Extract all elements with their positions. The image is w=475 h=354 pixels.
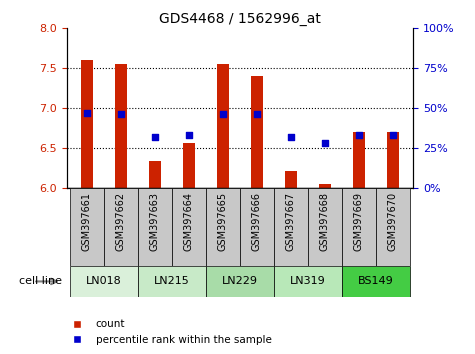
- Bar: [274, 266, 342, 297]
- Bar: [353, 132, 365, 188]
- Bar: [70, 266, 138, 297]
- Point: [389, 132, 397, 138]
- Point: [219, 112, 227, 117]
- Point: [355, 132, 362, 138]
- Bar: [251, 76, 263, 188]
- Text: GSM397666: GSM397666: [252, 192, 262, 251]
- Text: cell line: cell line: [19, 276, 62, 286]
- Bar: [172, 188, 206, 266]
- Text: GSM397670: GSM397670: [388, 192, 398, 251]
- Bar: [342, 188, 376, 266]
- Text: GSM397667: GSM397667: [286, 192, 296, 251]
- Bar: [217, 64, 229, 188]
- Text: LN319: LN319: [290, 276, 326, 286]
- Bar: [183, 143, 195, 188]
- Bar: [376, 188, 410, 266]
- Bar: [104, 188, 138, 266]
- Legend: count, percentile rank within the sample: count, percentile rank within the sample: [62, 315, 276, 349]
- Point: [287, 134, 294, 139]
- Text: BS149: BS149: [358, 276, 394, 286]
- Text: GSM397669: GSM397669: [354, 192, 364, 251]
- Text: GSM397663: GSM397663: [150, 192, 160, 251]
- Point: [321, 140, 329, 146]
- Bar: [206, 266, 274, 297]
- Text: GSM397665: GSM397665: [218, 192, 228, 251]
- Text: LN215: LN215: [154, 276, 190, 286]
- Bar: [342, 266, 410, 297]
- Text: LN018: LN018: [86, 276, 122, 286]
- Point: [253, 112, 261, 117]
- Bar: [274, 188, 308, 266]
- Text: GSM397661: GSM397661: [82, 192, 92, 251]
- Text: LN229: LN229: [222, 276, 258, 286]
- Bar: [387, 132, 399, 188]
- Text: GSM397664: GSM397664: [184, 192, 194, 251]
- Bar: [81, 60, 93, 188]
- Point: [185, 132, 193, 138]
- Bar: [240, 188, 274, 266]
- Point: [151, 134, 159, 139]
- Text: GSM397662: GSM397662: [116, 192, 126, 251]
- Bar: [115, 64, 127, 188]
- Bar: [138, 188, 172, 266]
- Point: [83, 110, 91, 116]
- Bar: [138, 266, 206, 297]
- Bar: [149, 161, 161, 188]
- Text: GSM397668: GSM397668: [320, 192, 330, 251]
- Point: [117, 112, 125, 117]
- Bar: [70, 188, 104, 266]
- Bar: [319, 184, 331, 188]
- Title: GDS4468 / 1562996_at: GDS4468 / 1562996_at: [159, 12, 321, 26]
- Bar: [308, 188, 342, 266]
- Bar: [285, 171, 297, 188]
- Bar: [206, 188, 240, 266]
